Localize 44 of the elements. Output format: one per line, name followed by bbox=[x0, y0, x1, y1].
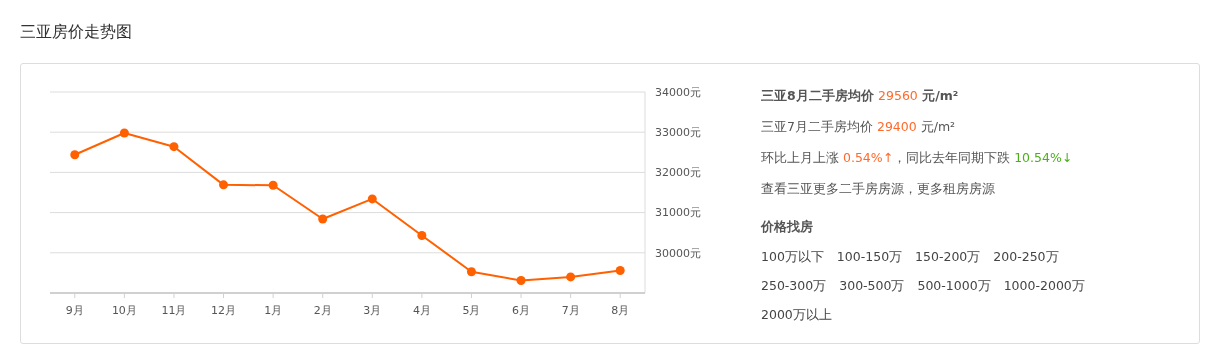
x-tick-label: 7月 bbox=[561, 303, 580, 317]
x-tick-label: 4月 bbox=[412, 303, 431, 317]
point bbox=[268, 180, 278, 190]
text: 1000-2000万 bbox=[1003, 277, 1085, 295]
text: 三亚7月二手房均价 29400 元/m² bbox=[761, 119, 956, 134]
point bbox=[219, 180, 229, 190]
point bbox=[615, 265, 625, 275]
y-tick-label: 33000元 bbox=[655, 126, 701, 140]
x-tick-label: 3月 bbox=[363, 303, 382, 317]
x-tick-label: 6月 bbox=[512, 303, 531, 317]
point bbox=[70, 150, 80, 160]
text: 价格找房 bbox=[761, 218, 814, 236]
y-tick-label: 30000元 bbox=[655, 246, 701, 260]
text: 100-150万 bbox=[836, 248, 903, 266]
text: 200-250万 bbox=[993, 248, 1059, 266]
text: 环比上月上涨 0.54%↑，同比去年同期下跌 10.54%↓ bbox=[761, 150, 1073, 165]
point bbox=[367, 194, 377, 204]
x-tick-label: 5月 bbox=[462, 303, 481, 317]
text: 300-500万 bbox=[839, 277, 905, 295]
text: 150-200万 bbox=[915, 248, 981, 266]
x-tick-label: 12月 bbox=[211, 303, 237, 317]
x-tick-label: 8月 bbox=[611, 303, 630, 317]
text: 100万以下 bbox=[761, 248, 824, 266]
text: 500-1000万 bbox=[917, 277, 991, 295]
y-tick-label: 34000元 bbox=[655, 85, 701, 99]
point bbox=[566, 272, 576, 282]
point bbox=[516, 276, 526, 286]
x-tick-label: 10月 bbox=[111, 303, 137, 317]
point bbox=[417, 231, 427, 241]
text: 250-300万 bbox=[761, 277, 827, 295]
point bbox=[318, 214, 328, 224]
text: 三亚8月二手房均价 29560 元/m² bbox=[761, 88, 959, 103]
x-tick-label: 9月 bbox=[65, 303, 84, 317]
y-tick-label: 31000元 bbox=[655, 206, 701, 220]
point bbox=[119, 128, 129, 138]
point bbox=[169, 142, 179, 152]
chart-title: 三亚房价走势图 bbox=[20, 22, 132, 43]
y-tick-label: 32000元 bbox=[655, 166, 701, 180]
text: 2000万以上 bbox=[761, 306, 832, 324]
text: 查看三亚更多二手房房源，更多租房房源 bbox=[761, 181, 995, 196]
point bbox=[466, 267, 476, 277]
x-tick-label: 11月 bbox=[161, 303, 187, 317]
x-tick-label: 2月 bbox=[313, 303, 332, 317]
x-tick-label: 1月 bbox=[264, 303, 283, 317]
